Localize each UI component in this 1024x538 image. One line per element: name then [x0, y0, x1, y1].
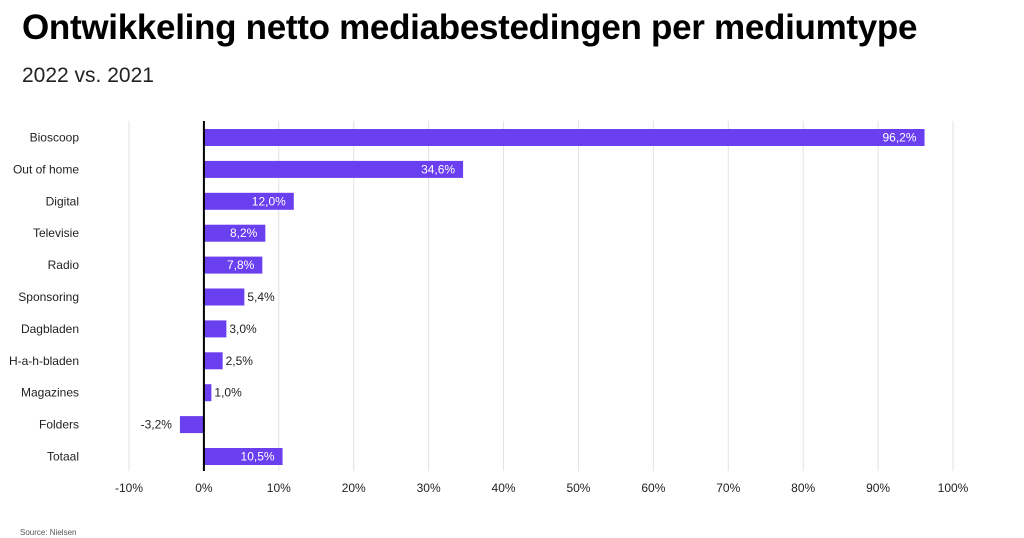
value-label: 3,0% — [229, 322, 257, 336]
x-tick-label: 10% — [267, 481, 291, 495]
grid-lines — [128, 121, 954, 471]
x-tick-label: 40% — [492, 481, 516, 495]
category-label: Digital — [46, 194, 79, 208]
x-tick-label: 70% — [716, 481, 740, 495]
category-label: Totaal — [47, 450, 79, 464]
value-label: -3,2% — [141, 418, 173, 432]
value-label: 1,0% — [214, 386, 242, 400]
bar — [203, 224, 266, 242]
x-tick-label: 80% — [791, 481, 815, 495]
value-label: 12,0% — [252, 194, 286, 208]
category-label: Magazines — [21, 386, 79, 400]
x-tick-label: 0% — [195, 481, 213, 495]
x-tick-labels: -10% 0% 10% 20% 30% 40% 50% 60% 70% 80% 90% 100% — [115, 481, 969, 495]
bar — [203, 384, 212, 402]
bar — [203, 192, 294, 210]
x-tick-label: 20% — [342, 481, 366, 495]
chart-subtitle: 2022 vs. 2021 — [22, 64, 154, 87]
x-tick-label: 50% — [566, 481, 590, 495]
x-tick-label: 100% — [938, 481, 969, 495]
category-label: Sponsoring — [18, 290, 79, 304]
source-note: Source: Nielsen — [20, 528, 77, 537]
category-labels: Bioscoop Out of home Digital Televisie Radio… — [9, 131, 79, 464]
value-label: 10,5% — [241, 450, 275, 464]
value-label: 2,5% — [226, 354, 254, 368]
value-label: 34,6% — [421, 162, 455, 176]
bar — [203, 160, 464, 178]
category-label: H-a-h-bladen — [9, 354, 79, 368]
x-tick-label: 90% — [866, 481, 890, 495]
x-tick-label: 60% — [641, 481, 665, 495]
category-label: Dagbladen — [21, 322, 79, 336]
chart-title: Ontwikkeling netto mediabestedingen per … — [22, 8, 918, 47]
bar — [203, 320, 227, 338]
value-label: 5,4% — [247, 290, 275, 304]
bar — [203, 352, 223, 370]
value-label: 8,2% — [230, 226, 258, 240]
bar — [203, 448, 283, 465]
category-label: Bioscoop — [30, 131, 80, 145]
bar — [203, 129, 925, 146]
value-label: 96,2% — [883, 131, 917, 145]
category-label: Televisie — [33, 226, 79, 240]
bar — [203, 288, 245, 306]
category-label: Folders — [39, 418, 79, 432]
value-label: 7,8% — [227, 258, 255, 272]
value-labels: 96,2% 34,6% 12,0% 8,2% 7,8% 5,4% 3,0% 2,5% 1,0% -… — [141, 131, 917, 464]
x-tick-label: -10% — [115, 481, 143, 495]
bar — [179, 416, 204, 434]
category-label: Radio — [48, 258, 80, 272]
bars — [179, 129, 925, 465]
x-tick-label: 30% — [417, 481, 441, 495]
bar — [203, 256, 263, 274]
category-label: Out of home — [13, 162, 79, 176]
